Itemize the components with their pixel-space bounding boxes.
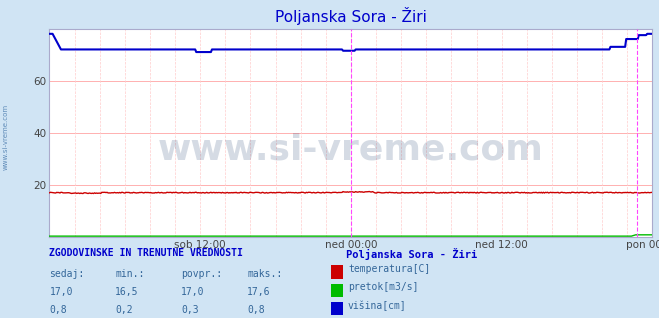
- Text: Poljanska Sora - Žiri: Poljanska Sora - Žiri: [346, 248, 477, 260]
- Text: www.si-vreme.com: www.si-vreme.com: [158, 132, 544, 166]
- Text: min.:: min.:: [115, 269, 145, 279]
- Text: 16,5: 16,5: [115, 287, 139, 297]
- Text: 17,0: 17,0: [181, 287, 205, 297]
- Text: 0,8: 0,8: [49, 305, 67, 315]
- Text: ZGODOVINSKE IN TRENUTNE VREDNOSTI: ZGODOVINSKE IN TRENUTNE VREDNOSTI: [49, 248, 243, 258]
- Text: pretok[m3/s]: pretok[m3/s]: [348, 282, 418, 292]
- Text: višina[cm]: višina[cm]: [348, 301, 407, 311]
- Text: 0,2: 0,2: [115, 305, 133, 315]
- Text: maks.:: maks.:: [247, 269, 282, 279]
- Text: www.si-vreme.com: www.si-vreme.com: [2, 104, 9, 170]
- Title: Poljanska Sora - Žiri: Poljanska Sora - Žiri: [275, 7, 427, 25]
- Text: povpr.:: povpr.:: [181, 269, 222, 279]
- Text: 17,0: 17,0: [49, 287, 73, 297]
- Text: sedaj:: sedaj:: [49, 269, 84, 279]
- Text: temperatura[C]: temperatura[C]: [348, 264, 430, 274]
- Text: 0,3: 0,3: [181, 305, 199, 315]
- Text: 17,6: 17,6: [247, 287, 271, 297]
- Text: 0,8: 0,8: [247, 305, 265, 315]
